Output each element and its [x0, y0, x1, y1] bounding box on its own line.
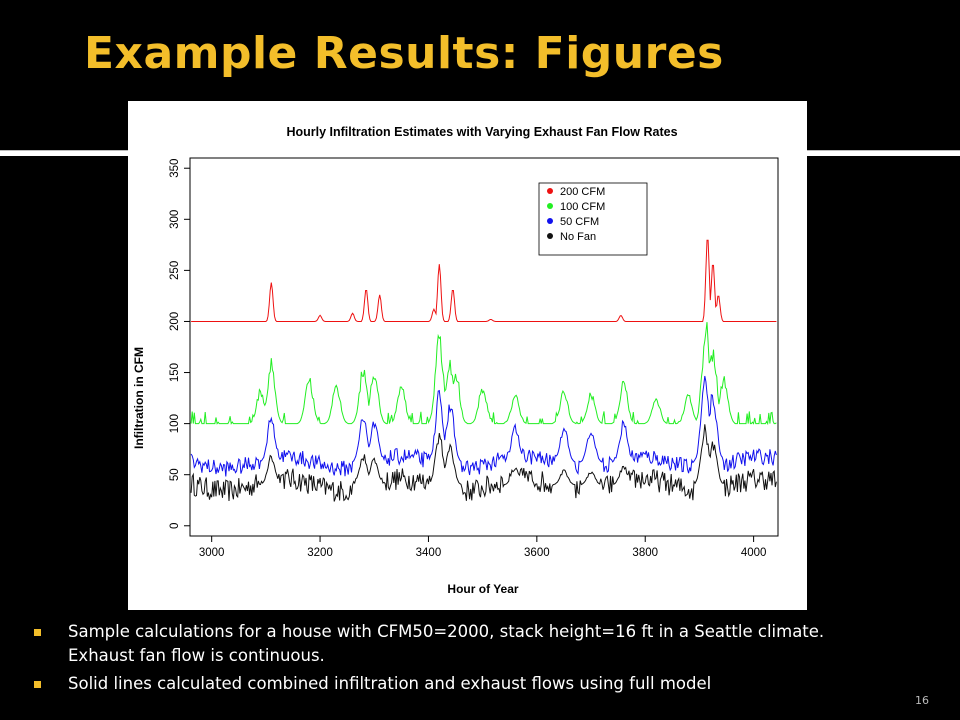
legend-label: No Fan [560, 231, 596, 243]
legend-marker [547, 233, 553, 239]
x-tick-label: 3000 [199, 547, 225, 559]
legend-label: 100 CFM [560, 201, 605, 213]
series-layer [190, 239, 777, 502]
y-axis-label: Infiltration in CFM [132, 347, 146, 449]
legend-box [538, 182, 648, 256]
y-tick-label: 350 [169, 159, 181, 178]
series-line-50-cfm [190, 375, 777, 477]
x-tick-label: 3200 [307, 547, 333, 559]
bullet-item: Sample calculations for a house with CFM… [34, 620, 894, 668]
bullet-marker [34, 681, 41, 688]
legend-marker [547, 203, 553, 209]
y-tick-label: 250 [169, 261, 181, 280]
x-tick-label: 3800 [632, 547, 658, 559]
legend-label: 50 CFM [560, 216, 599, 228]
bullet-text: Solid lines calculated combined infiltra… [68, 674, 712, 693]
series-line-200-cfm [191, 239, 777, 322]
series-line-no-fan [190, 424, 777, 502]
y-tick-label: 100 [169, 414, 181, 433]
slide-title: Example Results: Figures [84, 28, 724, 79]
chart-title: Hourly Infiltration Estimates with Varyi… [286, 125, 677, 139]
x-axis-label: Hour of Year [447, 582, 518, 596]
slide-number: 16 [915, 694, 929, 707]
legend-label: 200 CFM [560, 186, 605, 198]
y-tick-label: 150 [169, 363, 181, 382]
x-tick-label: 4000 [741, 547, 767, 559]
x-tick-label: 3400 [416, 547, 442, 559]
y-tick-label: 200 [169, 312, 181, 331]
legend-marker [547, 218, 553, 224]
axis-layer: 3000 3200 3400 3600 3800 4000 0 50 100 150 200 250 3… [169, 159, 766, 559]
plot-frame [189, 157, 779, 537]
infiltration-line-chart: Hourly Infiltration Estimates with Varyi… [132, 125, 779, 596]
y-tick-label: 300 [169, 210, 181, 229]
legend-marker [547, 188, 553, 194]
chart-figure: Hourly Infiltration Estimates with Varyi… [128, 101, 807, 610]
series-line-100-cfm [190, 322, 777, 426]
y-tick-label: 0 [169, 523, 181, 529]
x-tick-label: 3600 [524, 547, 550, 559]
chart-legend: 200 CFM 100 CFM 50 CFM No Fan [538, 182, 648, 256]
bullet-marker [34, 629, 41, 636]
y-tick-label: 50 [169, 468, 181, 481]
bullet-text: Sample calculations for a house with CFM… [68, 622, 825, 665]
bullet-item: Solid lines calculated combined infiltra… [34, 672, 894, 696]
bullet-list: Sample calculations for a house with CFM… [34, 620, 894, 700]
